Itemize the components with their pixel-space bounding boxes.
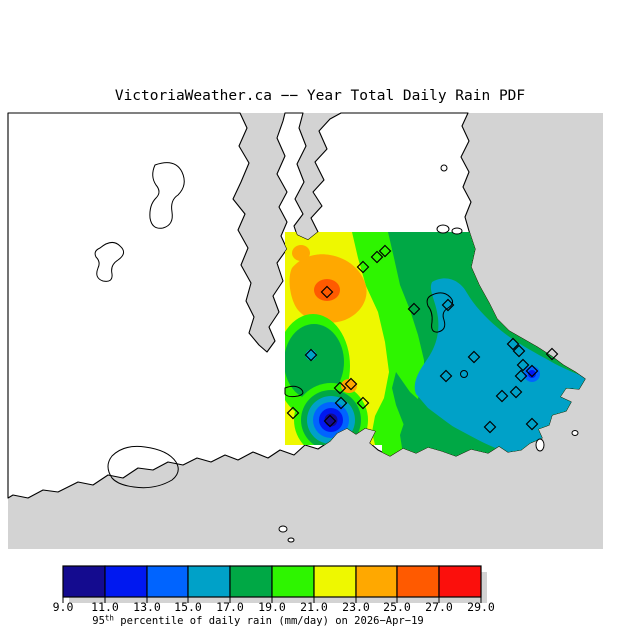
- station-diamond: [407, 302, 421, 316]
- colorbar-cell: [355, 565, 398, 598]
- tick-label: 29.0: [467, 600, 495, 614]
- colorbar-cell: [229, 565, 273, 598]
- islet: [436, 224, 450, 234]
- colorbar-cell: [62, 565, 106, 598]
- station-diamond: [514, 369, 528, 383]
- station-diamond: [525, 364, 539, 378]
- bullseye-core-navy: [324, 413, 338, 427]
- station-diamond: [495, 389, 509, 403]
- station-diamond: [467, 350, 481, 364]
- colorbar-cell: [271, 565, 315, 598]
- colorbar-cell: [146, 565, 189, 598]
- colorbar-ticks: [62, 597, 482, 603]
- contour-orange-spot-south: [341, 379, 357, 393]
- page-title: VictoriaWeather.ca −− Year Total Daily R…: [115, 88, 525, 104]
- colorbar-cell: [313, 565, 357, 598]
- station-diamond: [286, 406, 300, 420]
- colorbar-cell: [104, 565, 148, 598]
- contour-blue-spot: [528, 370, 536, 378]
- islets: [278, 224, 579, 543]
- station-diamond: [545, 347, 559, 361]
- tick-label: 11.0: [91, 600, 119, 614]
- colorbar-cell: [438, 565, 482, 598]
- station-diamond: [334, 396, 348, 410]
- station-markers: [286, 244, 559, 434]
- lake-thetis: [284, 385, 304, 398]
- tick-label: 13.0: [133, 600, 161, 614]
- tick-label: 19.0: [258, 600, 286, 614]
- islet: [571, 430, 579, 436]
- contour-green-blob-west: [285, 324, 344, 400]
- tick-label: 25.0: [383, 600, 411, 614]
- contour-green-wedge: [392, 372, 504, 458]
- contour-teal-dot: [305, 349, 317, 361]
- islet: [451, 227, 463, 235]
- station-diamond: [506, 337, 520, 351]
- station-diamond: [370, 250, 384, 264]
- station-diamond: [320, 285, 334, 299]
- contour-teal-southeast: [414, 278, 585, 458]
- lake-swan: [460, 370, 468, 378]
- tick-label: 23.0: [342, 600, 370, 614]
- colorbar-labels: 9.0 11.0 13.0 15.0 17.0 19.0 21.0 23.0 2…: [53, 600, 495, 614]
- station-diamond: [483, 420, 497, 434]
- station-diamond: [304, 348, 318, 362]
- tick-label: 15.0: [174, 600, 202, 614]
- islet-trial: [535, 438, 545, 452]
- contour-orangered-core: [314, 279, 340, 301]
- tick-label: 27.0: [425, 600, 453, 614]
- station-diamond: [509, 385, 523, 399]
- sooke-basin: [107, 445, 179, 489]
- islet-race-rocks: [278, 525, 288, 533]
- station-diamond: [333, 381, 347, 395]
- colorbar-cell: [396, 565, 440, 598]
- lake-elk-beaver: [426, 292, 454, 333]
- lake-sooke: [94, 242, 124, 282]
- station-diamond: [356, 260, 370, 274]
- station-diamond: [323, 414, 337, 428]
- station-diamond: [378, 244, 392, 258]
- lake-shawnigan: [149, 162, 185, 229]
- station-diamond: [356, 396, 370, 410]
- tick-label: 9.0: [53, 600, 74, 614]
- small-lake: [440, 164, 448, 172]
- colorbar-cell: [187, 565, 231, 598]
- colorbar: [62, 565, 482, 598]
- station-diamond: [516, 358, 530, 372]
- lakes: [94, 162, 468, 398]
- station-diamond: [344, 377, 358, 391]
- islet: [287, 537, 295, 543]
- station-diamond: [512, 344, 526, 358]
- tick-label: 17.0: [216, 600, 244, 614]
- tick-label: 21.0: [300, 600, 328, 614]
- contour-orange-spot-nw: [292, 245, 310, 261]
- station-diamond: [441, 298, 455, 312]
- station-diamond: [525, 417, 539, 431]
- colorbar-caption: 95th percentile of daily rain (mm/day) o…: [92, 614, 423, 628]
- station-diamond: [439, 369, 453, 383]
